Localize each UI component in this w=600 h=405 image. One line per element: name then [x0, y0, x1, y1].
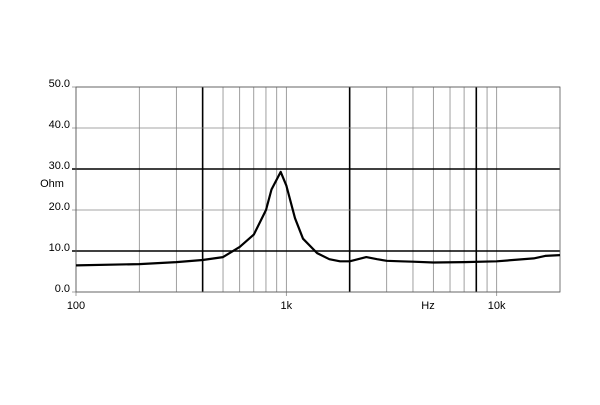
plot-frame: [75, 86, 561, 293]
y-tick-label: 50.0: [49, 78, 70, 90]
y-tick-label: 0.0: [55, 283, 70, 295]
x-tick-label: 100: [67, 300, 85, 312]
line: [75, 170, 561, 267]
y-axis-label: Ohm: [40, 178, 64, 190]
y-tick-label: 30.0: [49, 160, 70, 172]
x-tick-label: 1k: [281, 300, 293, 312]
y-tick-label: 40.0: [49, 119, 70, 131]
x-tick-label: 10k: [488, 300, 506, 312]
x-axis-label: Hz: [421, 300, 434, 312]
y-tick-label: 10.0: [49, 242, 70, 254]
y-tick-label: 20.0: [49, 201, 70, 213]
